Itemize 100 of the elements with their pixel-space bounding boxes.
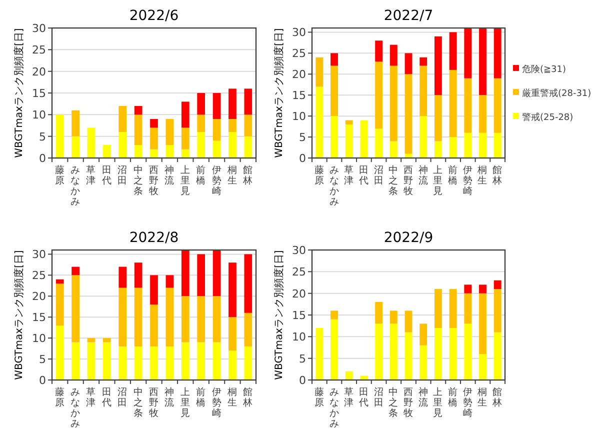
bar (316, 86, 324, 158)
bar (118, 346, 127, 380)
bar (404, 310, 412, 332)
bar (181, 128, 190, 150)
y-tick-label: 25 (292, 266, 306, 279)
bar (181, 149, 190, 158)
bar (181, 250, 190, 296)
bar (390, 310, 398, 324)
bar (244, 114, 252, 136)
x-tick-label: 草津 (86, 386, 96, 408)
y-tick-label: 10 (292, 330, 306, 344)
bar (345, 371, 353, 380)
y-tick-label: 5 (299, 131, 306, 144)
x-tick-label: 神流 (164, 386, 175, 408)
x-tick-label: 桐生 (226, 386, 238, 408)
bar (330, 310, 338, 320)
x-tick-label: 藤原 (314, 164, 324, 186)
bar (375, 324, 383, 380)
bar (87, 128, 96, 158)
x-tick-label: 上里見 (180, 164, 190, 197)
y-tick-label: 0 (39, 152, 46, 165)
y-tick-label: 30 (292, 244, 306, 257)
bar (479, 293, 486, 354)
bar (404, 332, 412, 380)
x-tick-label: 草津 (344, 386, 354, 408)
bar (330, 116, 338, 158)
y-tick-label: 15 (292, 89, 306, 102)
bar (390, 141, 398, 158)
bar (244, 88, 252, 115)
x-tick-label: 伊勢崎 (462, 387, 473, 419)
bar (244, 136, 252, 158)
y-tick-label: 25 (32, 269, 46, 282)
bar (103, 342, 111, 380)
x-tick-label: 田代 (100, 387, 112, 408)
bar (228, 262, 236, 318)
bar (494, 132, 502, 158)
bar (420, 345, 428, 380)
bar (464, 28, 472, 78)
bar (150, 119, 158, 128)
x-tick-label: 沼田 (374, 386, 384, 408)
bar (434, 289, 442, 328)
y-axis-title: WBGTmaxランク別頻度[日] (13, 250, 25, 380)
bar (434, 141, 442, 158)
bar (103, 145, 111, 158)
y-tick-label: 30 (292, 26, 306, 40)
bar (72, 275, 80, 342)
legend-label: 警戒(25-28) (522, 112, 574, 123)
bar (197, 296, 205, 342)
bar (150, 149, 158, 158)
y-axis-title: WBGTmaxランク別頻度[日] (273, 250, 285, 380)
y-tick-label: 5 (299, 352, 306, 366)
x-tick-label: みなかみ (70, 387, 81, 430)
x-tick-label: 桐生 (476, 164, 488, 186)
x-tick-label: 西野牧 (149, 165, 159, 197)
bar (375, 40, 383, 62)
x-tick-label: 伊勢崎 (462, 165, 473, 197)
x-tick-label: 上里見 (433, 386, 444, 419)
y-tick-label: 25 (292, 47, 306, 60)
bar (166, 145, 174, 158)
y-axis-title: WBGTmaxランク別頻度[日] (273, 28, 285, 158)
bar (212, 342, 221, 380)
bar (479, 28, 486, 96)
x-tick-label: 神流 (164, 164, 175, 186)
bar (72, 266, 80, 276)
x-tick-label: 田代 (100, 165, 112, 186)
bar (72, 342, 80, 380)
bar (479, 284, 486, 294)
bar (464, 78, 472, 133)
bar (228, 132, 236, 158)
bar (434, 328, 442, 380)
bar (134, 145, 142, 158)
y-tick-label: 20 (32, 290, 46, 304)
x-tick-label: 前橋 (196, 386, 206, 408)
bar (212, 93, 221, 119)
x-tick-label: 前橋 (448, 164, 458, 186)
bar (56, 284, 64, 326)
bar (464, 293, 472, 324)
bar (72, 110, 80, 136)
chart-title: 2022/6 (129, 8, 179, 24)
y-tick-label: 10 (32, 332, 46, 346)
x-tick-label: 西野牧 (149, 387, 159, 419)
x-tick-label: 神流 (418, 164, 428, 186)
chart-title: 2022/9 (384, 230, 434, 246)
x-tick-label: 桐生 (476, 386, 488, 408)
bar (479, 95, 486, 133)
x-tick-label: 西野牧 (404, 387, 414, 419)
x-tick-label: 上里見 (433, 164, 444, 197)
y-tick-label: 5 (39, 353, 46, 366)
bar (494, 28, 502, 78)
x-tick-label: 田代 (358, 387, 369, 408)
bar (197, 93, 205, 115)
x-tick-label: 前橋 (196, 164, 206, 186)
bar (87, 342, 96, 380)
x-tick-label: 草津 (344, 164, 354, 186)
y-tick-label: 10 (32, 108, 46, 122)
bar (449, 32, 457, 70)
bar (244, 312, 252, 346)
bar (118, 266, 127, 288)
bar (345, 120, 353, 124)
x-tick-label: 田代 (358, 165, 369, 186)
